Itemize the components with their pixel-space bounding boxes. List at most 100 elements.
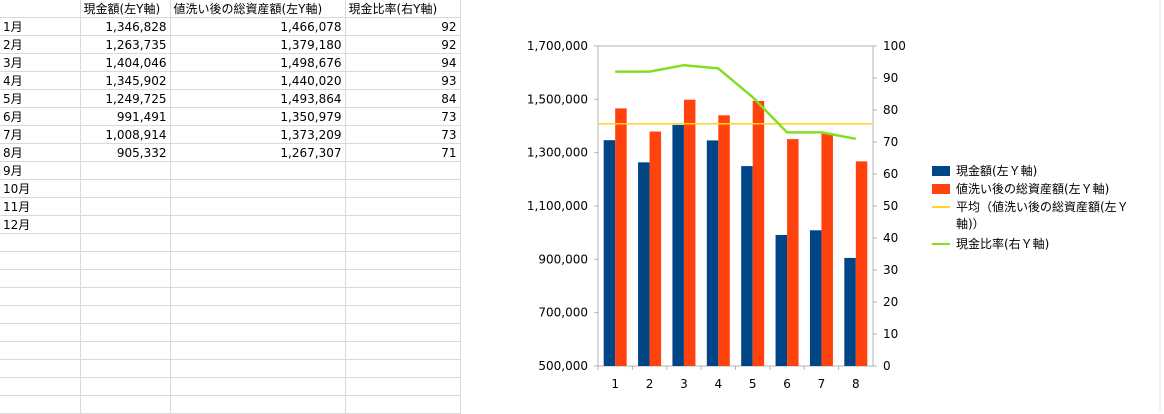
value-cell[interactable]: 1,263,735 [80, 35, 171, 54]
empty-cell[interactable] [0, 341, 81, 360]
value-cell[interactable]: 1,267,307 [170, 143, 346, 162]
value-cell[interactable]: 1,498,676 [170, 53, 346, 72]
empty-cell[interactable] [170, 359, 346, 378]
value-cell[interactable]: 1,249,725 [80, 89, 171, 108]
value-cell[interactable]: 1,440,020 [170, 71, 346, 90]
month-cell[interactable]: 9月 [0, 161, 81, 180]
empty-cell[interactable] [0, 377, 81, 396]
value-cell[interactable] [345, 179, 461, 198]
empty-cell[interactable] [80, 359, 171, 378]
value-cell[interactable] [345, 197, 461, 216]
value-cell[interactable]: 1,373,209 [170, 125, 346, 144]
month-cell[interactable]: 8月 [0, 143, 81, 162]
empty-cell[interactable] [345, 359, 461, 378]
value-cell[interactable] [345, 161, 461, 180]
empty-cell[interactable] [0, 359, 81, 378]
value-cell[interactable]: 991,491 [80, 107, 171, 126]
empty-cell[interactable] [80, 341, 171, 360]
value-cell[interactable]: 92 [345, 17, 461, 36]
column-header[interactable]: 現金額(左Y軸) [80, 0, 171, 18]
month-cell[interactable]: 1月 [0, 17, 81, 36]
empty-cell[interactable] [170, 341, 346, 360]
month-cell[interactable]: 12月 [0, 215, 81, 234]
empty-cell[interactable] [80, 251, 171, 270]
x-axis-label: 4 [714, 377, 722, 391]
value-cell[interactable]: 71 [345, 143, 461, 162]
month-cell[interactable]: 10月 [0, 179, 81, 198]
value-cell[interactable]: 1,346,828 [80, 17, 171, 36]
empty-cell[interactable] [80, 323, 171, 342]
value-cell[interactable] [170, 161, 346, 180]
month-cell[interactable]: 4月 [0, 71, 81, 90]
empty-cell[interactable] [170, 323, 346, 342]
value-cell[interactable]: 93 [345, 71, 461, 90]
value-cell[interactable]: 1,404,046 [80, 53, 171, 72]
empty-cell[interactable] [170, 305, 346, 324]
legend-swatch-total [932, 184, 950, 194]
empty-cell[interactable] [170, 287, 346, 306]
month-cell[interactable]: 7月 [0, 125, 81, 144]
value-cell[interactable]: 94 [345, 53, 461, 72]
value-cell[interactable] [80, 215, 171, 234]
month-cell[interactable]: 6月 [0, 107, 81, 126]
value-cell[interactable]: 92 [345, 35, 461, 54]
empty-cell[interactable] [80, 233, 171, 252]
value-cell[interactable]: 1,350,979 [170, 107, 346, 126]
empty-cell[interactable] [0, 269, 81, 288]
empty-cell[interactable] [345, 341, 461, 360]
value-cell[interactable] [80, 197, 171, 216]
value-cell[interactable] [80, 161, 171, 180]
empty-cell[interactable] [80, 305, 171, 324]
empty-cell[interactable] [80, 377, 171, 396]
column-header[interactable] [0, 0, 81, 18]
value-cell[interactable]: 73 [345, 125, 461, 144]
value-cell[interactable]: 1,466,078 [170, 17, 346, 36]
empty-row [0, 341, 461, 360]
empty-cell[interactable] [345, 233, 461, 252]
empty-cell[interactable] [345, 269, 461, 288]
value-cell[interactable] [345, 215, 461, 234]
empty-cell[interactable] [170, 233, 346, 252]
empty-cell[interactable] [0, 287, 81, 306]
empty-cell[interactable] [345, 251, 461, 270]
empty-cell[interactable] [170, 395, 346, 414]
value-cell[interactable]: 73 [345, 107, 461, 126]
empty-cell[interactable] [345, 305, 461, 324]
empty-cell[interactable] [0, 305, 81, 324]
value-cell[interactable]: 1,008,914 [80, 125, 171, 144]
value-cell[interactable]: 905,332 [80, 143, 171, 162]
right-axis-label: 60 [883, 167, 898, 181]
value-cell[interactable] [80, 179, 171, 198]
empty-cell[interactable] [0, 233, 81, 252]
x-axis-label: 2 [646, 377, 654, 391]
empty-cell[interactable] [170, 251, 346, 270]
empty-cell[interactable] [345, 287, 461, 306]
empty-cell[interactable] [345, 323, 461, 342]
value-cell[interactable] [170, 197, 346, 216]
value-cell[interactable]: 84 [345, 89, 461, 108]
month-cell[interactable]: 11月 [0, 197, 81, 216]
empty-cell[interactable] [0, 323, 81, 342]
right-axis-label: 40 [883, 231, 898, 245]
empty-cell[interactable] [345, 377, 461, 396]
value-cell[interactable] [170, 179, 346, 198]
month-cell[interactable]: 3月 [0, 53, 81, 72]
empty-cell[interactable] [345, 395, 461, 414]
value-cell[interactable]: 1,345,902 [80, 71, 171, 90]
month-cell[interactable]: 2月 [0, 35, 81, 54]
empty-cell[interactable] [80, 287, 171, 306]
empty-cell[interactable] [170, 377, 346, 396]
empty-cell[interactable] [0, 251, 81, 270]
empty-cell[interactable] [0, 395, 81, 414]
empty-cell[interactable] [80, 395, 171, 414]
legend-label: 現金比率(右Ｙ軸) [956, 236, 1049, 251]
month-cell[interactable]: 5月 [0, 89, 81, 108]
value-cell[interactable]: 1,379,180 [170, 35, 346, 54]
value-cell[interactable] [170, 215, 346, 234]
empty-cell[interactable] [170, 269, 346, 288]
column-header[interactable]: 値洗い後の総資産額(左Y軸) [170, 0, 346, 18]
cash-ratio-line [615, 63, 857, 141]
column-header[interactable]: 現金比率(右Y軸) [345, 0, 461, 18]
value-cell[interactable]: 1,493,864 [170, 89, 346, 108]
empty-cell[interactable] [80, 269, 171, 288]
